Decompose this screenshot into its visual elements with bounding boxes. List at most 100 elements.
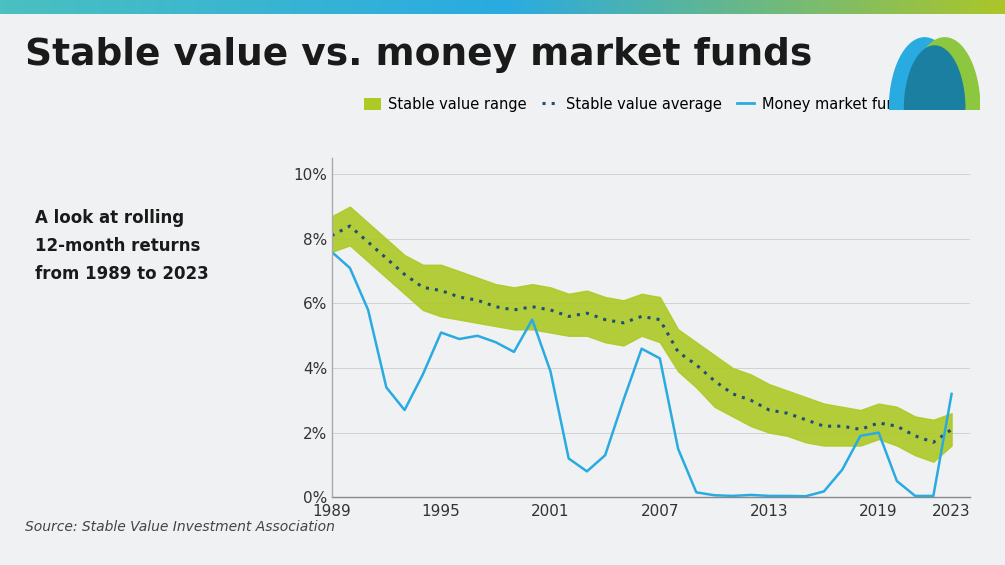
Bar (583, 0, 588, 14)
Bar (945, 0, 950, 14)
Bar (106, 0, 111, 14)
Bar (50, 0, 55, 14)
Bar (824, 0, 829, 14)
Bar (874, 0, 879, 14)
Bar (673, 0, 678, 14)
Bar (608, 0, 613, 14)
Bar (528, 0, 533, 14)
Bar (121, 0, 126, 14)
Bar (663, 0, 668, 14)
Bar (20, 0, 25, 14)
Bar (754, 0, 759, 14)
Bar (704, 0, 709, 14)
Bar (45, 0, 50, 14)
Bar (15, 0, 20, 14)
Bar (910, 0, 915, 14)
Bar (286, 0, 291, 14)
Bar (693, 0, 698, 14)
Bar (889, 0, 894, 14)
Polygon shape (889, 38, 960, 109)
Bar (668, 0, 673, 14)
Bar (955, 0, 960, 14)
Bar (467, 0, 472, 14)
Bar (764, 0, 769, 14)
Bar (849, 0, 854, 14)
Bar (709, 0, 714, 14)
Bar (352, 0, 357, 14)
Bar (804, 0, 809, 14)
Bar (412, 0, 417, 14)
Bar (296, 0, 301, 14)
Bar (392, 0, 397, 14)
Bar (714, 0, 719, 14)
Bar (116, 0, 121, 14)
Bar (995, 0, 1000, 14)
Bar (65, 0, 70, 14)
Bar (834, 0, 839, 14)
Bar (548, 0, 553, 14)
Bar (894, 0, 899, 14)
Bar (317, 0, 322, 14)
Bar (940, 0, 945, 14)
Bar (729, 0, 734, 14)
Bar (960, 0, 965, 14)
Bar (698, 0, 703, 14)
Bar (1000, 0, 1005, 14)
Bar (181, 0, 186, 14)
Bar (111, 0, 116, 14)
Bar (628, 0, 633, 14)
Bar (432, 0, 437, 14)
Bar (854, 0, 859, 14)
Bar (10, 0, 15, 14)
Bar (171, 0, 176, 14)
Bar (613, 0, 618, 14)
Bar (829, 0, 834, 14)
Bar (578, 0, 583, 14)
Bar (452, 0, 457, 14)
Bar (864, 0, 869, 14)
Bar (859, 0, 864, 14)
Bar (60, 0, 65, 14)
Polygon shape (904, 46, 965, 109)
Bar (236, 0, 241, 14)
Bar (151, 0, 156, 14)
Bar (25, 0, 30, 14)
Bar (251, 0, 256, 14)
Bar (241, 0, 246, 14)
Bar (55, 0, 60, 14)
Bar (724, 0, 729, 14)
Bar (206, 0, 211, 14)
Bar (759, 0, 764, 14)
Bar (975, 0, 980, 14)
Text: A look at rolling
12-month returns
from 1989 to 2023: A look at rolling 12-month returns from … (35, 209, 209, 282)
Bar (809, 0, 814, 14)
Bar (40, 0, 45, 14)
Bar (774, 0, 779, 14)
Bar (377, 0, 382, 14)
Bar (447, 0, 452, 14)
Bar (281, 0, 286, 14)
Bar (166, 0, 171, 14)
Text: Stable value vs. money market funds: Stable value vs. money market funds (25, 37, 812, 73)
Bar (85, 0, 90, 14)
Bar (794, 0, 799, 14)
Bar (980, 0, 985, 14)
Bar (347, 0, 352, 14)
Bar (482, 0, 487, 14)
Bar (497, 0, 502, 14)
Bar (136, 0, 141, 14)
Bar (261, 0, 266, 14)
Text: Source: Stable Value Investment Association: Source: Stable Value Investment Associat… (25, 520, 335, 534)
Bar (462, 0, 467, 14)
Bar (553, 0, 558, 14)
Bar (844, 0, 849, 14)
Bar (965, 0, 970, 14)
Bar (256, 0, 261, 14)
Bar (683, 0, 688, 14)
Bar (899, 0, 904, 14)
Bar (884, 0, 889, 14)
Bar (990, 0, 995, 14)
Bar (558, 0, 563, 14)
Bar (920, 0, 925, 14)
Bar (573, 0, 578, 14)
